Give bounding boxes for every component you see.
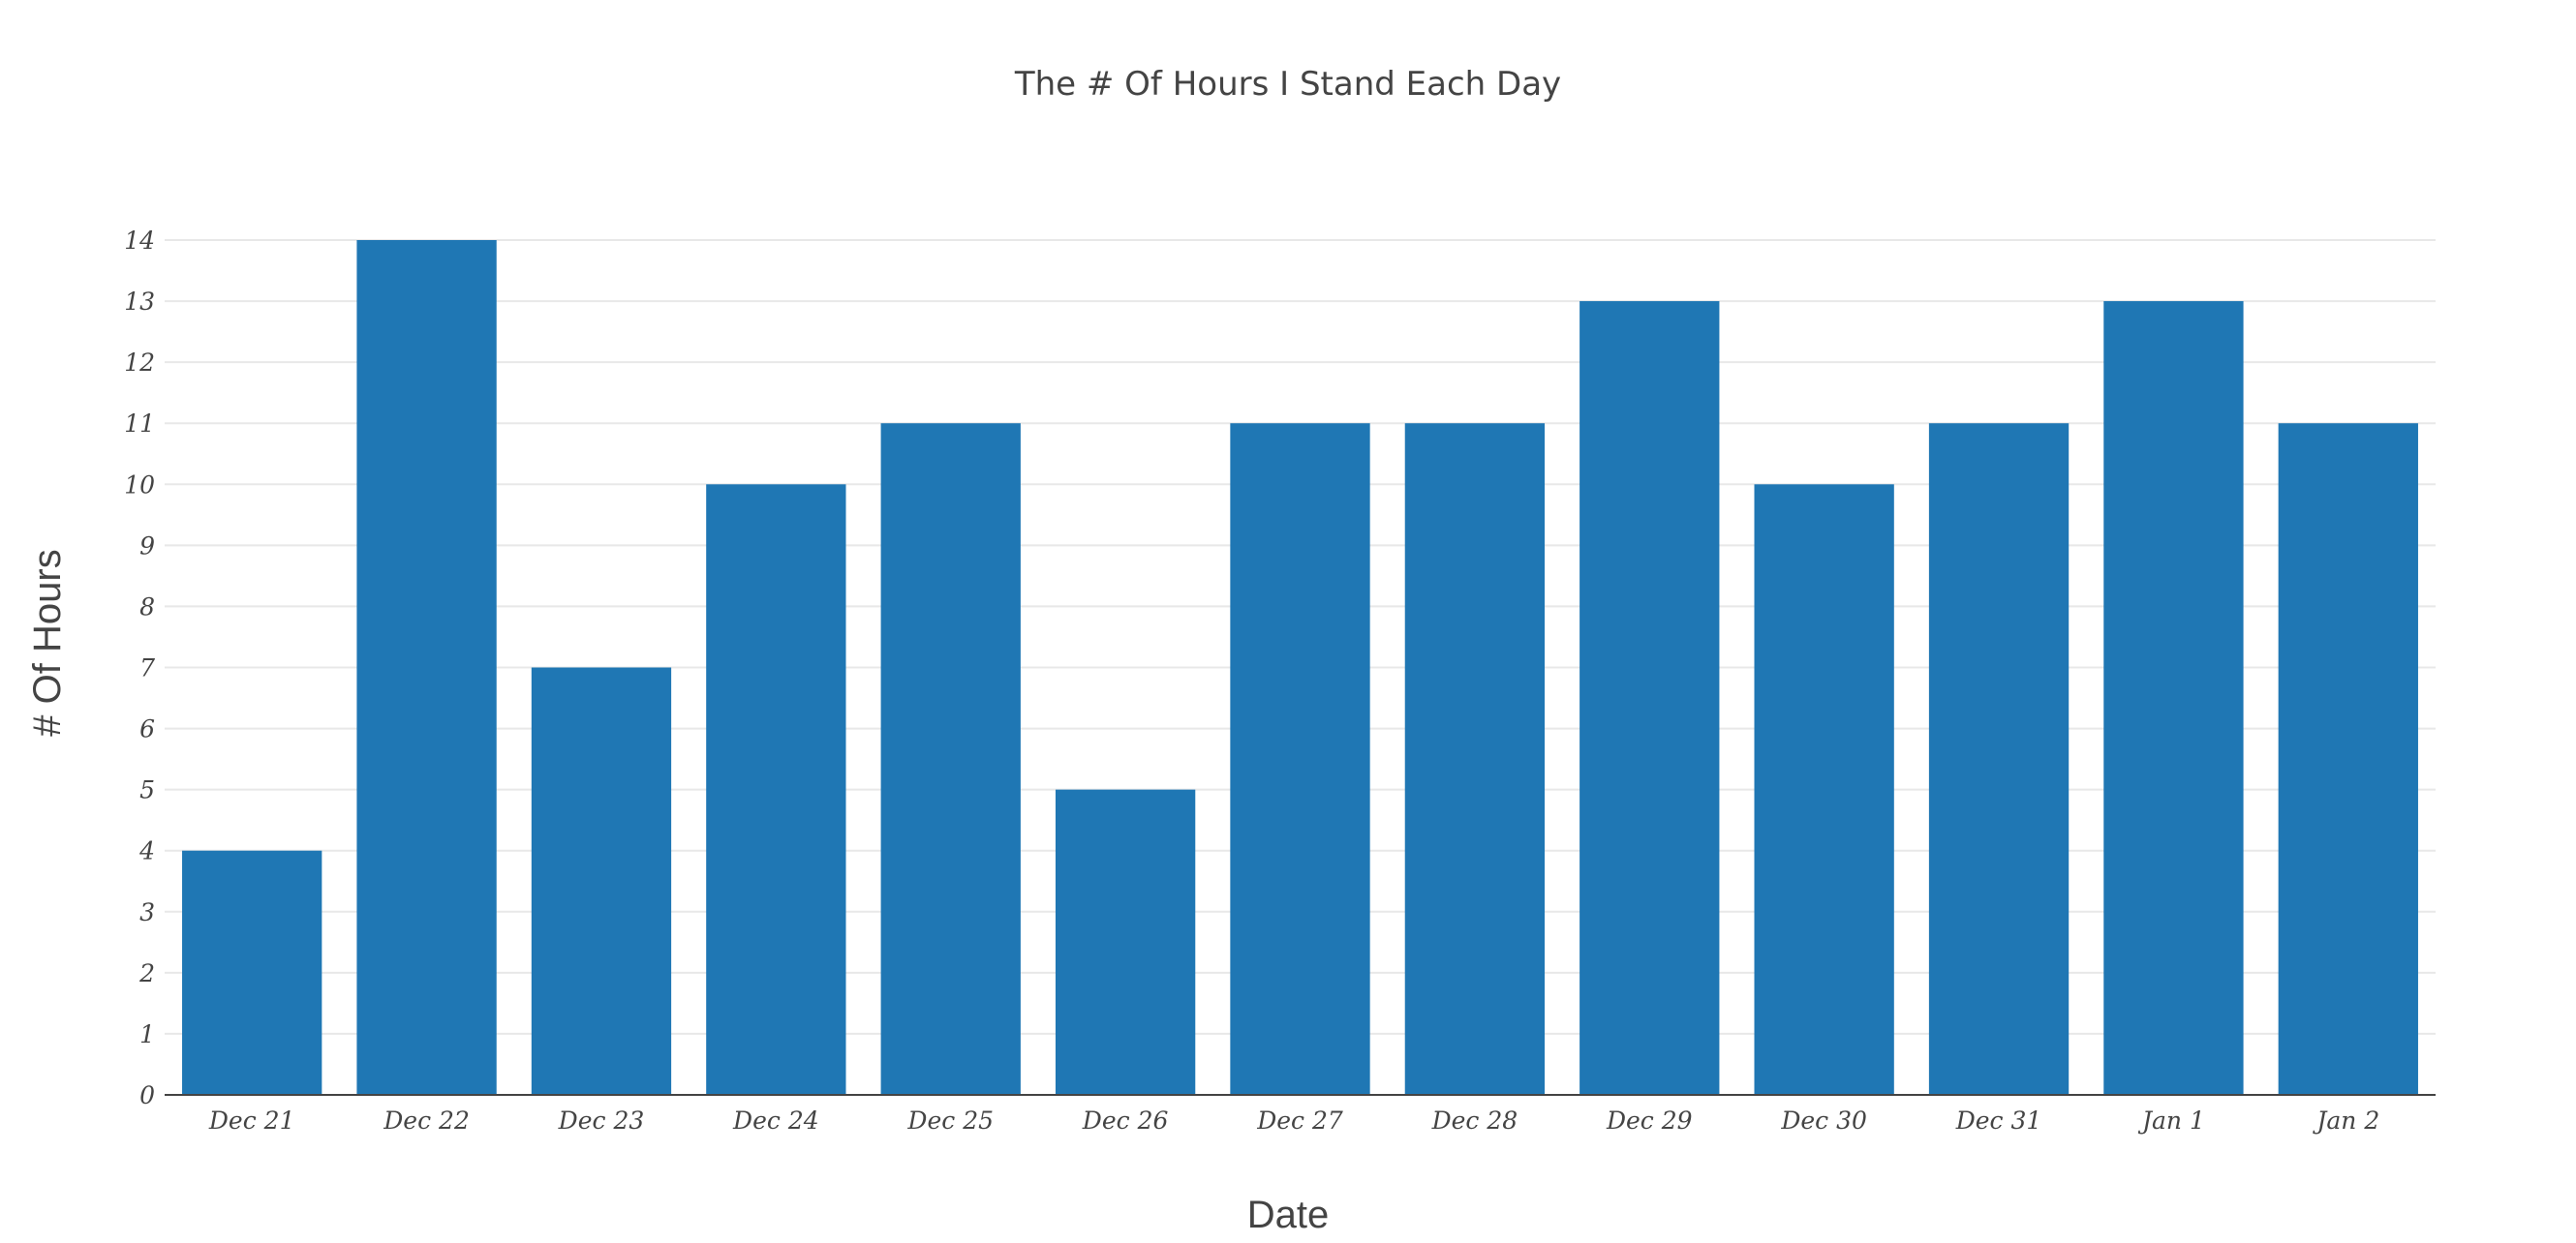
y-tick-label: 11 — [124, 409, 155, 438]
y-tick-label: 1 — [139, 1020, 155, 1048]
bar-dec-31[interactable] — [1928, 423, 2070, 1095]
x-tick-label: Dec 23 — [558, 1107, 645, 1135]
bar-dec-29[interactable] — [1579, 301, 1720, 1096]
x-axis-title: Date — [1247, 1194, 1330, 1236]
y-axis-title: # Of Hours — [26, 549, 69, 736]
bar-dec-26[interactable] — [1055, 789, 1196, 1095]
bars — [182, 240, 2418, 1096]
y-tick-label: 7 — [139, 654, 155, 682]
bar-dec-21[interactable] — [182, 850, 322, 1095]
y-tick-label: 8 — [139, 592, 155, 621]
x-tick-label: Dec 30 — [1780, 1107, 1867, 1135]
bar-dec-22[interactable] — [356, 240, 497, 1095]
x-tick-label: Dec 28 — [1431, 1107, 1518, 1135]
bar-dec-28[interactable] — [1404, 423, 1546, 1095]
x-tick-label: Dec 29 — [1606, 1107, 1693, 1135]
x-tick-label: Dec 26 — [1082, 1107, 1169, 1135]
x-axis-ticks: Dec 21 Dec 22 Dec 23 Dec 24 Dec 25 Dec 26 Dec … — [208, 1107, 2379, 1135]
x-tick-label: Dec 27 — [1256, 1107, 1343, 1135]
y-tick-label: 12 — [124, 349, 155, 377]
x-tick-label: Dec 24 — [732, 1107, 819, 1135]
y-tick-label: 13 — [124, 288, 155, 316]
y-tick-label: 9 — [139, 531, 155, 560]
bar-dec-25[interactable] — [880, 423, 1021, 1095]
y-tick-label: 2 — [138, 959, 155, 987]
x-tick-label: Dec 31 — [1955, 1107, 2042, 1135]
x-tick-label: Jan 1 — [2137, 1107, 2205, 1135]
bar-dec-23[interactable] — [531, 667, 672, 1096]
y-tick-label: 6 — [139, 715, 155, 743]
y-tick-label: 10 — [124, 470, 155, 499]
bar-jan-1[interactable] — [2103, 301, 2244, 1096]
bar-jan-2[interactable] — [2278, 423, 2418, 1095]
y-tick-label: 4 — [138, 837, 155, 865]
y-tick-label: 3 — [139, 898, 155, 926]
y-tick-label: 5 — [139, 776, 155, 804]
x-tick-label: Dec 22 — [383, 1107, 470, 1135]
chart-title: The # Of Hours I Stand Each Day — [1014, 65, 1561, 104]
bar-dec-24[interactable] — [706, 484, 846, 1095]
y-tick-label: 0 — [139, 1081, 155, 1109]
bar-dec-30[interactable] — [1754, 484, 1894, 1095]
bar-dec-27[interactable] — [1230, 423, 1370, 1095]
y-tick-label: 14 — [124, 227, 155, 255]
x-tick-label: Jan 2 — [2312, 1107, 2379, 1135]
x-tick-label: Dec 25 — [906, 1107, 994, 1135]
x-tick-label: Dec 21 — [208, 1107, 295, 1135]
